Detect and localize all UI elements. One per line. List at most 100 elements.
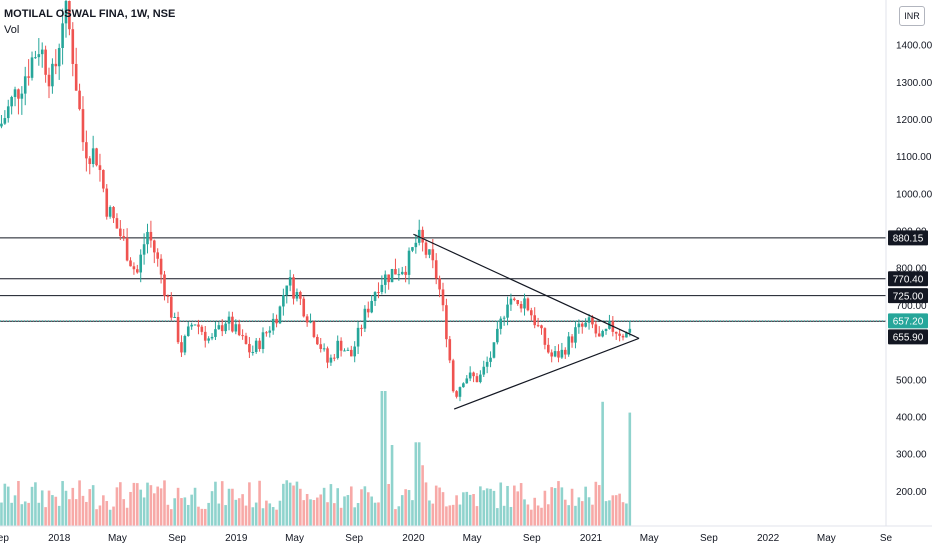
candle-body <box>203 331 207 341</box>
volume-bar <box>356 503 360 526</box>
volume-bar <box>479 486 482 526</box>
volume-bar <box>34 482 37 526</box>
volume-bar <box>563 499 567 526</box>
candle-body <box>370 300 373 313</box>
volume-bar <box>428 500 431 526</box>
y-tick-label: 1300.00 <box>896 78 932 89</box>
candle-body <box>462 383 465 388</box>
triangle-pattern <box>413 233 640 410</box>
candle-body <box>0 123 3 127</box>
candle-body <box>316 336 319 345</box>
x-tick-label: 2018 <box>48 533 71 544</box>
volume-bar <box>628 412 632 526</box>
candle-body <box>434 260 438 279</box>
candle-body <box>254 340 258 352</box>
candle-body <box>186 326 190 337</box>
volume-bar <box>577 497 581 526</box>
volume-bar <box>186 504 190 526</box>
price-badge <box>888 271 928 287</box>
candle-body <box>400 271 404 275</box>
candle-body <box>380 284 384 293</box>
candle-body <box>139 254 143 273</box>
candle-body <box>197 324 200 327</box>
candle-body <box>570 336 574 343</box>
candle-body <box>448 339 452 361</box>
volume-bar <box>193 487 197 526</box>
volume-bar <box>591 504 594 526</box>
candle-body <box>78 90 81 110</box>
x-tick-label: May <box>640 533 659 544</box>
time-axis[interactable]: Sep 2018 May Sep 2019 May Sep 2020 May Sep 2021 May… <box>0 533 893 544</box>
candle-body <box>231 316 234 332</box>
volume-bar <box>163 480 166 526</box>
candle-body <box>115 218 119 229</box>
candle-body <box>587 317 591 323</box>
volume-bar <box>546 504 550 526</box>
candle-body <box>428 249 431 255</box>
candle-body <box>502 317 506 319</box>
candle-body <box>142 244 146 255</box>
volume-bar <box>533 497 537 526</box>
candle-body <box>180 342 183 353</box>
candle-body <box>543 328 547 345</box>
candle-body <box>44 49 47 75</box>
volume-bar <box>146 482 149 526</box>
candle-body <box>333 357 336 359</box>
price-badges: 880.15 770.40 725.00 657.20 655.90 <box>888 230 928 345</box>
candle-body <box>108 207 112 217</box>
candle-body <box>404 271 407 275</box>
x-tick-label: May <box>463 533 482 544</box>
volume-bar <box>295 481 299 526</box>
volume-bar <box>383 391 387 526</box>
candle-body <box>411 247 414 251</box>
candle-body <box>61 23 64 48</box>
volume-bar <box>519 483 523 526</box>
candle-body <box>451 360 455 392</box>
volume-bar <box>139 489 143 526</box>
candle-body <box>261 332 265 349</box>
candle-body <box>81 109 85 143</box>
candle-body <box>102 170 105 189</box>
price-axis[interactable]: 1400.001300.001200.001100.001000.00900.0… <box>896 41 932 498</box>
volume-bar <box>322 487 326 526</box>
volume-bar <box>51 495 54 526</box>
volume-bar <box>611 495 615 526</box>
x-tick-label: 2021 <box>580 533 603 544</box>
candle-body <box>441 289 445 306</box>
candle-body <box>319 344 323 349</box>
y-tick-label: 1200.00 <box>896 115 932 126</box>
candle-body <box>207 338 210 341</box>
candle-body <box>224 323 227 332</box>
volume-bar <box>455 495 458 526</box>
volume-bar <box>570 488 574 526</box>
candle-body <box>275 318 278 324</box>
volume-bar <box>125 507 129 526</box>
volume-bar <box>122 499 126 526</box>
volume-bar <box>594 481 598 526</box>
volume-bar <box>492 490 496 526</box>
candle-body <box>149 231 153 241</box>
triangle-lower-line[interactable] <box>453 337 640 410</box>
candle-body <box>305 316 309 323</box>
y-tick-label: 500.00 <box>896 375 927 386</box>
volume-bar <box>136 483 139 526</box>
x-tick-label: 2022 <box>757 533 780 544</box>
candle-body <box>346 349 350 351</box>
volume-bar <box>30 486 34 526</box>
volume-bar <box>346 495 350 526</box>
candle-body <box>523 298 526 309</box>
currency-button[interactable]: INR <box>899 6 925 26</box>
volume-bar <box>275 509 278 526</box>
volume-bar <box>414 442 418 526</box>
candle-body <box>377 292 380 294</box>
candle-body <box>234 324 238 332</box>
volume-bar <box>44 507 47 526</box>
candle-body <box>472 372 475 377</box>
volume-bar <box>343 496 346 526</box>
triangle-upper-line[interactable] <box>413 233 640 339</box>
volume-bar <box>614 495 618 526</box>
candle-body <box>625 332 628 338</box>
y-tick-label: 700.00 <box>896 301 927 312</box>
volume-bar <box>431 503 435 526</box>
